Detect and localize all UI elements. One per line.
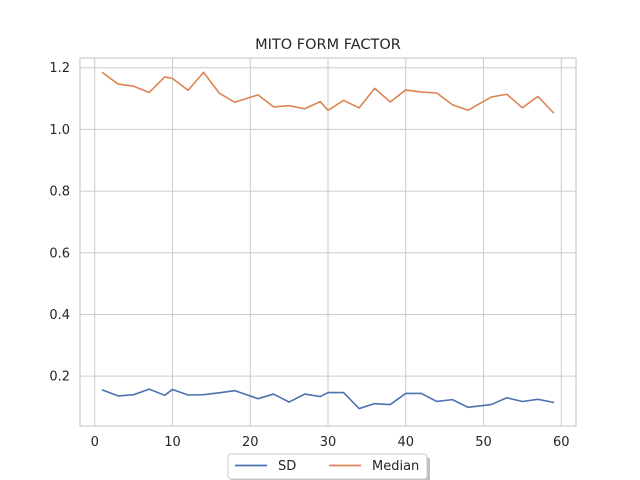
series-line-sd — [101, 388, 555, 410]
series-layer — [101, 71, 555, 410]
plot-frame — [79, 57, 577, 427]
legend-label-median: Median — [372, 459, 419, 474]
y-tick-label: 0.4 — [49, 308, 70, 323]
y-tick-label: 0.2 — [49, 370, 70, 385]
series-line-median — [101, 71, 555, 114]
y-axis-tick-labels: 0.2 0.4 0.6 0.8 1.0 1.2 — [49, 61, 70, 384]
y-tick-label: 0.8 — [49, 185, 70, 200]
x-tick-label: 40 — [397, 435, 414, 450]
legend: SD Median — [227, 453, 430, 480]
y-tick-label: 0.6 — [49, 246, 70, 261]
y-tick-label: 1.0 — [49, 123, 70, 138]
x-tick-label: 10 — [164, 435, 181, 450]
legend-label-sd: SD — [278, 459, 296, 474]
x-tick-label: 20 — [242, 435, 259, 450]
chart-title: MITO FORM FACTOR — [255, 37, 401, 53]
x-axis-tick-labels: 0 10 20 30 40 50 60 — [91, 435, 570, 450]
x-tick-label: 30 — [320, 435, 337, 450]
grid — [80, 58, 576, 426]
legend-box — [227, 453, 428, 480]
x-tick-label: 50 — [475, 435, 492, 450]
x-tick-label: 60 — [553, 435, 570, 450]
y-tick-label: 1.2 — [49, 61, 70, 76]
x-tick-label: 0 — [91, 435, 99, 450]
